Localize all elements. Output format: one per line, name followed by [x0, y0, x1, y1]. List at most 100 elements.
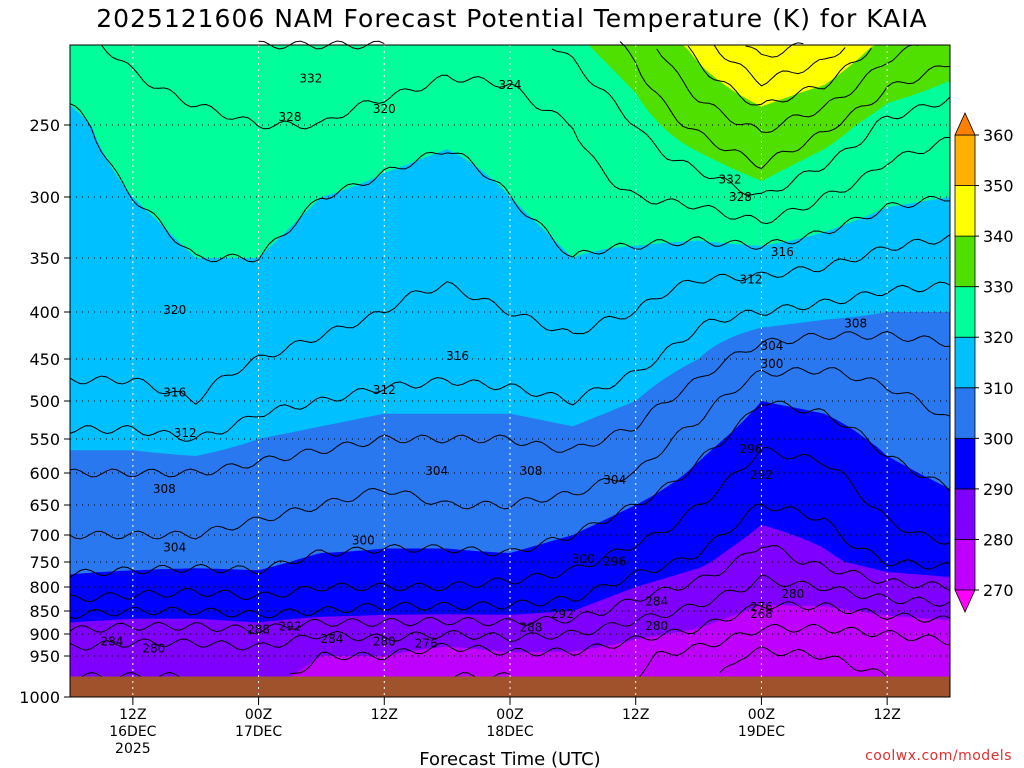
x-tick-label: 12Z [119, 707, 146, 723]
contour-line [719, 645, 888, 678]
contour-label: 280 [373, 634, 396, 648]
x-tick-label: 12Z [873, 707, 900, 723]
x-tick-label: 00Z [748, 707, 775, 723]
x-tick-label: 16DEC [109, 724, 156, 740]
colorbar-label: 300 [983, 429, 1014, 448]
contour-line [69, 281, 951, 442]
y-tick-label: 600 [29, 464, 60, 483]
y-tick-label: 850 [29, 602, 60, 621]
contour-label: 312 [174, 426, 197, 440]
contour-label: 304 [603, 473, 626, 487]
x-tick-label: 12Z [622, 707, 649, 723]
colorbar-bottom-arrow [954, 589, 976, 613]
contour-label: 312 [373, 383, 396, 397]
contour-label: 328 [729, 190, 752, 204]
colorbar-segment [954, 235, 976, 288]
contour-label: 308 [844, 316, 867, 330]
colorbar-label: 290 [983, 480, 1014, 499]
contour-label: 304 [163, 540, 186, 554]
contour-label: 276 [750, 600, 773, 614]
colorbar-label: 270 [983, 581, 1014, 600]
contour-label: 312 [739, 273, 762, 287]
colorbar-segment [954, 185, 976, 237]
y-tick-label: 1000 [19, 688, 60, 707]
y-tick-label: 750 [29, 553, 60, 572]
colorbar-label: 340 [983, 227, 1014, 246]
ground-surface [70, 676, 950, 697]
contour-line [713, 45, 846, 87]
contour-label: 304 [425, 464, 448, 478]
colorbar-segment [954, 488, 976, 540]
y-tick-label: 550 [29, 430, 60, 449]
contour-line [619, 41, 951, 170]
y-tick-label: 700 [29, 526, 60, 545]
contour-line [69, 330, 951, 478]
colorbar-segment [954, 539, 976, 591]
contour-line [101, 44, 951, 225]
contour-label: 332 [299, 72, 322, 86]
contour-label: 300 [572, 552, 595, 566]
colorbar-label: 350 [983, 177, 1014, 196]
contour-label: 320 [373, 102, 396, 116]
x-tick-label: 17DEC [235, 724, 282, 740]
y-tick-label: 950 [29, 647, 60, 666]
contour-label: 292 [551, 607, 574, 621]
colorbar-label: 320 [983, 328, 1014, 347]
x-tick-label: 2025 [115, 741, 151, 757]
contour-label: 316 [446, 349, 469, 363]
contour-label: 296 [603, 554, 626, 568]
contour-label: 304 [760, 339, 783, 353]
contour-label: 288 [247, 622, 270, 636]
contour-label: 288 [519, 621, 542, 635]
y-tick-label: 450 [29, 350, 60, 369]
contour-label: 328 [279, 110, 302, 124]
x-tick-label: 19DEC [738, 724, 785, 740]
contour-label: 324 [499, 78, 522, 92]
colorbar-label: 280 [983, 530, 1014, 549]
contour-line [656, 44, 919, 134]
colorbar-segment [954, 437, 976, 490]
contour-label: 292 [750, 468, 773, 482]
contour-label: 316 [163, 386, 186, 400]
y-tick-label: 500 [29, 392, 60, 411]
contour-band [70, 605, 950, 697]
contour-label: 292 [279, 620, 302, 634]
y-tick-label: 900 [29, 625, 60, 644]
x-tick-label: 18DEC [486, 724, 533, 740]
contour-label: 300 [352, 533, 375, 547]
contour-label: 300 [760, 357, 783, 371]
y-tick-label: 650 [29, 496, 60, 515]
contour-label: 276 [415, 637, 438, 651]
colorbar: 270 280 290 300 310 320 330 340 350 360 [954, 112, 1014, 613]
x-tick-label: 00Z [496, 707, 523, 723]
contour-line [69, 574, 951, 651]
chart-title: 2025121606 NAM Forecast Potential Temper… [96, 4, 928, 33]
y-tick-label: 350 [29, 249, 60, 268]
ground-surface-band [70, 676, 950, 697]
contour-label: 268 [750, 607, 773, 621]
colorbar-segment [954, 286, 976, 338]
colorbar-segment [954, 387, 976, 439]
contour-label: 308 [519, 464, 542, 478]
contour-label: 284 [645, 594, 668, 608]
colorbar-segment [954, 336, 976, 389]
colorbar-segment [954, 134, 976, 186]
contour-label: 280 [781, 587, 804, 601]
contour-line [258, 40, 951, 196]
contour-line [687, 45, 872, 106]
x-tick-label: 00Z [245, 707, 272, 723]
contour-line [69, 446, 951, 603]
contour-label: 296 [739, 442, 762, 456]
y-tick-label: 300 [29, 188, 60, 207]
y-tick-label: 800 [29, 578, 60, 597]
contour-label: 320 [163, 303, 186, 317]
colorbar-label: 360 [983, 126, 1014, 145]
contour-labels: 332 324 328 320 332 328 316 312 308 320 316 316 312 3… [100, 72, 867, 656]
y-tick-label: 400 [29, 303, 60, 322]
y-tick-label: 250 [29, 116, 60, 135]
contour-line [69, 601, 951, 682]
colorbar-top-arrow [954, 112, 976, 136]
x-axis-label: Forecast Time (UTC) [419, 749, 600, 768]
contour-label: 284 [320, 632, 343, 646]
